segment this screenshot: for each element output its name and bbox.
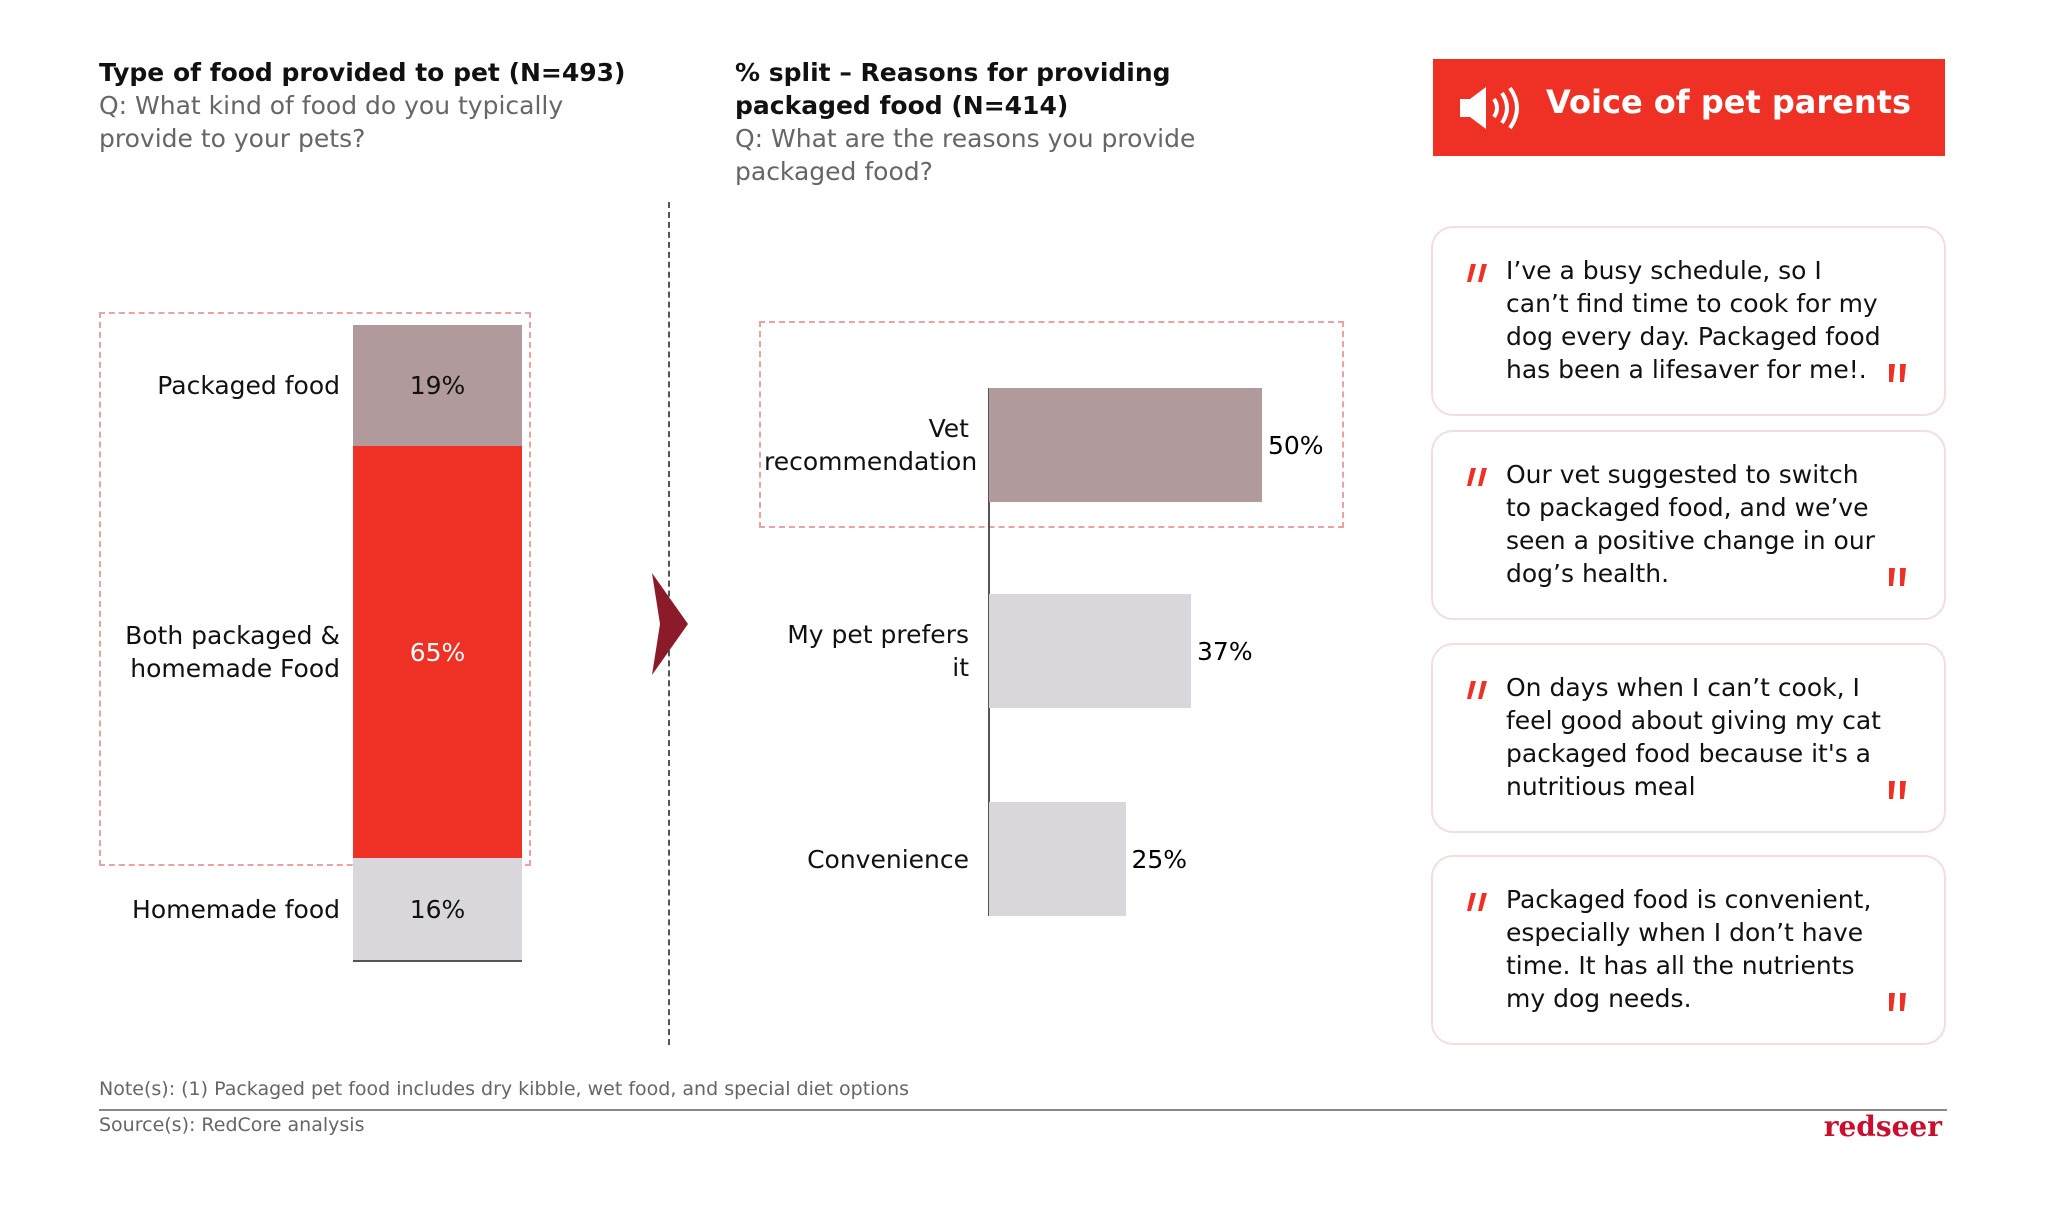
- close-quote-icon: [1889, 568, 1906, 586]
- quote-text: Packaged food is convenient, especially …: [1506, 885, 1872, 1013]
- chart-title: Type of food provided to pet (N=493): [99, 58, 626, 87]
- highlight-box: [99, 312, 531, 866]
- value-label: 65%: [409, 638, 466, 668]
- close-quote-icon: [1889, 993, 1906, 1011]
- quote-card: On days when I can’t cook, I feel good a…: [1431, 643, 1946, 833]
- bar: [989, 802, 1126, 916]
- category-label: My pet prefers it: [787, 620, 969, 682]
- value-label: 25%: [1131, 845, 1188, 874]
- bar-segment: [353, 858, 522, 962]
- category-label: Both packaged & homemade Food: [125, 621, 340, 684]
- source: Source(s): RedCore analysis: [99, 1114, 365, 1136]
- open-quote-icon: [1467, 468, 1487, 486]
- value-label: 50%: [1268, 431, 1324, 460]
- close-quote-icon: [1889, 364, 1906, 382]
- speaker-icon: [1460, 86, 1519, 130]
- bar-segment: [353, 325, 522, 446]
- value-label: 19%: [409, 371, 466, 401]
- category-label: Homemade food: [132, 894, 340, 924]
- chevron-shape: [652, 573, 688, 675]
- category-label: Packaged food: [157, 370, 340, 400]
- voice-title: Voice of pet parents: [1546, 83, 1911, 121]
- quote-card: I’ve a busy schedule, so I can’t find ti…: [1431, 226, 1946, 416]
- quote-text: On days when I can’t cook, I feel good a…: [1506, 673, 1881, 801]
- chart-subtitle: Q: What are the reasons you provide pack…: [735, 124, 1196, 186]
- note: Note(s): (1) Packaged pet food includes …: [99, 1078, 910, 1100]
- footer-rule: [99, 1109, 1947, 1111]
- brand-logo: redseer: [1823, 1110, 1942, 1143]
- quote-card: Packaged food is convenient, especially …: [1431, 855, 1946, 1045]
- open-quote-icon: [1467, 893, 1487, 911]
- value-label: 37%: [1197, 637, 1253, 666]
- quote-text: I’ve a busy schedule, so I can’t find ti…: [1506, 256, 1881, 384]
- close-quote-icon: [1889, 781, 1906, 799]
- quote-card: Our vet suggested to switch to packaged …: [1431, 430, 1946, 620]
- bar-segment: [353, 445, 522, 859]
- chart-subtitle: Q: What kind of food do you typically pr…: [99, 91, 564, 153]
- chevron: [652, 573, 688, 675]
- quote-text: Our vet suggested to switch to packaged …: [1506, 460, 1875, 588]
- open-quote-icon: [1467, 264, 1487, 282]
- chart-title: % split – Reasons for providing packaged…: [735, 58, 1171, 120]
- highlight-box: [759, 321, 1344, 528]
- value-label: 16%: [409, 895, 466, 925]
- category-label: Vet recommendation: [764, 414, 978, 476]
- category-label: Convenience: [807, 844, 969, 874]
- voice-header: Voice of pet parents: [1433, 59, 1945, 156]
- bar: [989, 594, 1192, 708]
- bar: [989, 388, 1262, 502]
- open-quote-icon: [1467, 681, 1487, 699]
